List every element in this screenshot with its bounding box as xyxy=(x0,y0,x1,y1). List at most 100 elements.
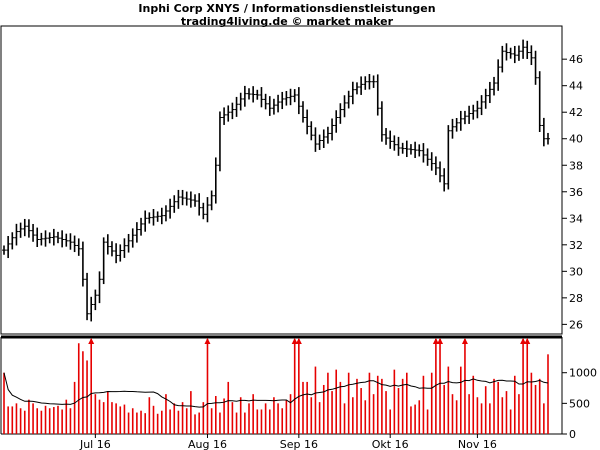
price-bar xyxy=(379,101,384,142)
price-bar xyxy=(396,136,401,156)
volume-overflow-arrow xyxy=(461,338,468,344)
price-bar xyxy=(446,125,451,190)
price-bar xyxy=(18,222,23,238)
price-bar xyxy=(14,223,19,246)
price-bar xyxy=(325,126,330,144)
price-bar xyxy=(85,272,90,321)
price-bar xyxy=(2,245,6,255)
price-bar xyxy=(193,194,198,207)
volume-ma-line xyxy=(3,372,549,408)
price-bar xyxy=(168,198,173,219)
price-bar xyxy=(487,81,492,104)
price-tick-label: 26 xyxy=(569,318,583,331)
price-bar xyxy=(516,45,521,61)
price-axis: 26 28 30 32 34 36 38 40 42 44 46 xyxy=(562,53,583,331)
price-bar xyxy=(97,271,102,304)
x-tick-label: Okt 16 xyxy=(372,438,409,450)
price-bar xyxy=(292,89,297,103)
price-bar xyxy=(492,76,497,96)
chart-subtitle: trading4living.de © market maker xyxy=(181,15,394,28)
price-bar xyxy=(101,237,106,285)
price-bar xyxy=(458,110,463,131)
price-bar xyxy=(89,296,94,322)
price-tick-label: 34 xyxy=(569,212,583,225)
price-bar xyxy=(392,135,397,151)
price-bar xyxy=(176,189,181,209)
price-tick-label: 28 xyxy=(569,292,583,305)
price-bar xyxy=(288,88,293,106)
price-bar xyxy=(442,168,447,192)
price-bar xyxy=(180,189,185,206)
price-bar xyxy=(31,223,36,242)
price-bar xyxy=(184,191,189,206)
price-tick-label: 30 xyxy=(569,265,583,278)
price-bar xyxy=(222,107,227,125)
volume-moving-average xyxy=(3,372,549,408)
price-bar xyxy=(68,233,73,250)
price-bar xyxy=(334,110,339,133)
price-bar xyxy=(255,89,260,100)
price-bar xyxy=(363,76,368,90)
price-bar xyxy=(508,47,513,59)
x-tick-label: Jul 16 xyxy=(79,438,111,450)
price-bar xyxy=(454,117,459,132)
price-bar xyxy=(438,161,443,183)
price-bar xyxy=(400,142,405,154)
price-bar xyxy=(22,218,27,237)
price-bar xyxy=(64,233,69,247)
price-bar xyxy=(80,241,85,287)
price-bar xyxy=(130,228,135,248)
price-tick-label: 40 xyxy=(569,133,583,146)
price-tick-label: 32 xyxy=(569,239,583,252)
price-bar xyxy=(114,243,119,264)
price-bar xyxy=(375,74,380,116)
volume-overflow-arrow xyxy=(520,338,527,344)
price-bar xyxy=(238,92,243,111)
volume-tick-label: 0 xyxy=(569,428,576,441)
price-bar xyxy=(76,238,81,256)
price-bar xyxy=(354,82,359,95)
price-bar xyxy=(359,76,364,95)
price-bar xyxy=(338,103,343,124)
x-axis: Jul 16 Aug 16 Sep 16 Okt 16 Nov 16 xyxy=(79,434,497,450)
price-bar xyxy=(126,233,131,253)
price-bar xyxy=(462,110,467,125)
price-bar xyxy=(421,143,426,163)
volume-bars xyxy=(3,338,549,434)
price-bar xyxy=(155,211,160,222)
price-bar xyxy=(483,88,488,109)
price-bar xyxy=(263,93,268,110)
price-bar xyxy=(55,231,60,244)
price-bar xyxy=(188,191,193,208)
price-bar xyxy=(342,95,347,118)
price-bar xyxy=(93,289,98,311)
price-bar xyxy=(242,85,247,107)
price-bar xyxy=(147,212,152,224)
price-bar xyxy=(118,244,123,262)
price-bar xyxy=(35,227,40,247)
price-bar xyxy=(471,104,476,120)
price-bar xyxy=(525,40,530,59)
price-bar xyxy=(151,209,156,226)
price-bar xyxy=(201,202,206,220)
price-bar xyxy=(330,118,335,141)
price-bar xyxy=(51,228,56,246)
price-bar xyxy=(6,235,11,259)
price-bar xyxy=(305,109,310,135)
price-bar xyxy=(504,43,509,61)
volume-overflow-arrow xyxy=(88,338,95,344)
price-bar xyxy=(537,71,542,133)
price-bar xyxy=(467,105,472,124)
price-bar xyxy=(429,152,434,171)
volume-tick-label: 500 xyxy=(569,397,590,410)
price-bar xyxy=(371,75,376,88)
price-bar xyxy=(234,96,239,117)
price-bars xyxy=(2,39,550,322)
price-panel-frame xyxy=(0,25,563,335)
x-tick-label: Nov 16 xyxy=(458,438,497,450)
price-bar xyxy=(60,230,65,248)
price-bar xyxy=(388,130,393,149)
price-tick-label: 42 xyxy=(569,106,583,119)
price-bar xyxy=(217,111,222,172)
price-bar xyxy=(109,241,114,257)
